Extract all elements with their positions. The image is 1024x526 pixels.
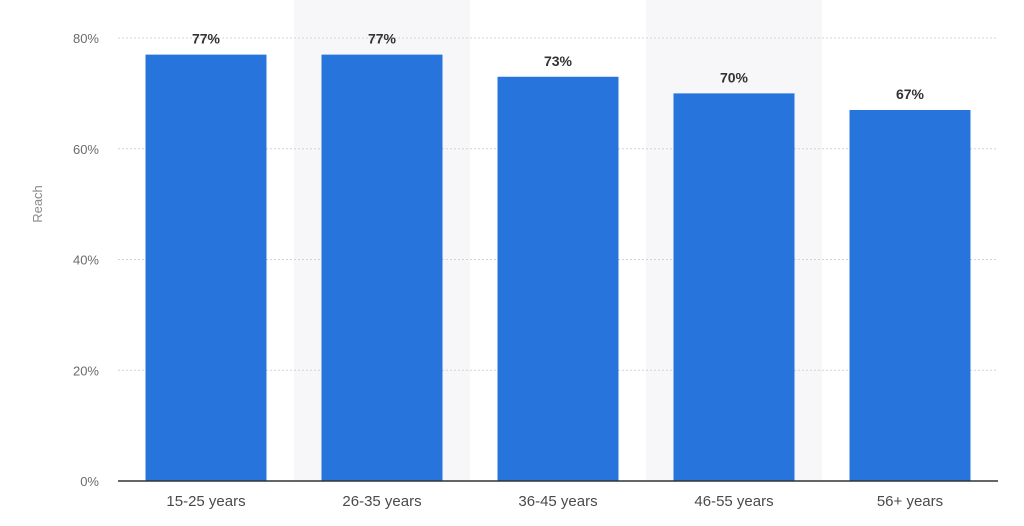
x-tick-label: 26-35 years <box>342 493 421 510</box>
data-label: 70% <box>720 69 749 85</box>
y-axis-label: Reach <box>30 185 45 223</box>
x-tick-label: 56+ years <box>877 493 943 510</box>
data-label: 77% <box>192 31 221 47</box>
x-tick-label: 46-55 years <box>694 493 773 510</box>
y-tick-label: 80% <box>73 31 99 46</box>
x-tick-label: 36-45 years <box>518 493 597 510</box>
bar[interactable] <box>321 54 443 482</box>
x-tick-label: 15-25 years <box>166 493 245 510</box>
y-tick-label: 40% <box>73 253 99 268</box>
y-tick-label: 60% <box>73 142 99 157</box>
x-axis-ticks: 15-25 years 26-35 years 36-45 years 46-55 y… <box>166 493 943 510</box>
bar[interactable] <box>145 54 267 482</box>
y-tick-label: 20% <box>73 363 99 378</box>
bar[interactable] <box>497 76 619 481</box>
data-label: 67% <box>896 86 925 102</box>
bars <box>145 54 971 482</box>
data-label: 73% <box>544 53 573 69</box>
bar[interactable] <box>849 109 971 482</box>
bar[interactable] <box>673 93 795 481</box>
data-labels: 77% 77% 73% 70% 67% <box>192 31 925 102</box>
y-axis-ticks: 0% 20% 40% 60% 80% <box>73 31 99 489</box>
y-tick-label: 0% <box>80 474 99 489</box>
data-label: 77% <box>368 31 397 47</box>
